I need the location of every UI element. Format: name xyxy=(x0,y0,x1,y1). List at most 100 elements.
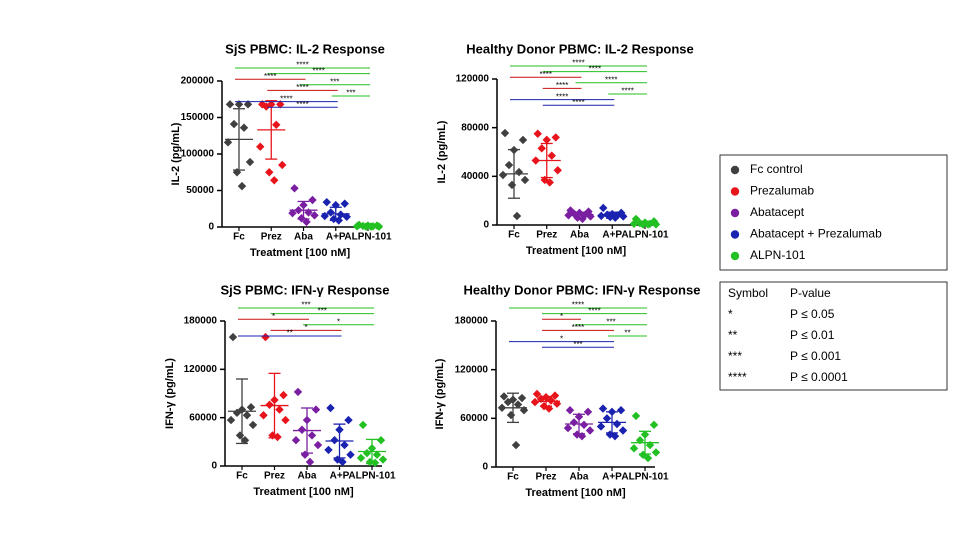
significance-label: * xyxy=(560,334,563,343)
data-point xyxy=(631,411,641,421)
data-point xyxy=(596,422,606,431)
data-point xyxy=(616,406,626,415)
x-axis-title: Treatment [100 nM] xyxy=(250,247,351,259)
y-tick-label: 0 xyxy=(483,220,489,231)
x-tick-label: ALPN-101 xyxy=(344,232,392,243)
data-point xyxy=(326,403,335,413)
legend-label: ALPN-101 xyxy=(750,248,806,262)
significance-label: **** xyxy=(572,301,584,310)
y-tick-label: 60000 xyxy=(460,413,488,424)
data-point xyxy=(281,415,290,425)
data-point xyxy=(256,142,265,151)
key-header: P-value xyxy=(790,286,831,300)
data-point xyxy=(290,184,299,193)
data-point xyxy=(346,450,355,459)
legend-label: Fc control xyxy=(750,162,803,176)
data-point xyxy=(340,199,349,208)
data-point xyxy=(223,138,233,147)
x-tick-label: Aba xyxy=(570,472,589,483)
legend-label: Prezalumab xyxy=(750,184,814,198)
data-point xyxy=(599,203,608,213)
data-point xyxy=(499,392,509,401)
significance-label: ** xyxy=(624,329,630,338)
y-tick-label: 120000 xyxy=(455,364,489,375)
data-point xyxy=(276,100,285,109)
data-point xyxy=(542,135,551,145)
data-point xyxy=(513,400,523,409)
significance-label: *** xyxy=(301,301,310,310)
y-tick-label: 100000 xyxy=(181,149,215,160)
significance-label: **** xyxy=(589,64,601,73)
y-tick-label: 120000 xyxy=(184,364,218,375)
data-point xyxy=(344,415,353,425)
x-tick-label: Fc xyxy=(508,230,520,241)
y-tick-label: 200000 xyxy=(181,76,215,87)
data-point xyxy=(610,431,620,441)
significance-label: **** xyxy=(572,98,584,107)
data-point xyxy=(643,453,653,463)
data-point xyxy=(342,212,351,221)
data-point xyxy=(376,436,386,445)
data-point xyxy=(545,178,554,187)
data-point xyxy=(225,100,235,109)
chart: Healthy Donor PBMC: IL-2 Response IL-2 (p… xyxy=(436,41,694,256)
significance-key-box xyxy=(719,281,948,391)
data-point xyxy=(629,444,639,453)
x-tick-label: Prez xyxy=(261,232,282,243)
data-point xyxy=(243,100,253,109)
x-tick-label: Prez xyxy=(264,471,285,482)
data-point xyxy=(518,135,528,145)
data-point xyxy=(598,404,608,413)
key-pvalue: P ≤ 0.05 xyxy=(790,307,835,321)
data-point xyxy=(228,332,238,342)
significance-label: **** xyxy=(296,61,308,70)
y-tick-label: 60000 xyxy=(189,412,217,423)
data-point xyxy=(602,414,612,423)
data-point xyxy=(517,393,527,403)
data-point xyxy=(305,457,315,467)
significance-label: ** xyxy=(287,329,293,338)
data-point xyxy=(563,423,573,433)
data-point xyxy=(512,211,522,221)
significance-label: **** xyxy=(296,100,308,109)
data-point xyxy=(503,397,513,407)
chart-title: Healthy Donor PBMC: IL-2 Response xyxy=(466,41,694,56)
data-point xyxy=(307,431,317,440)
data-point xyxy=(585,426,595,435)
data-point xyxy=(240,436,250,445)
significance-label: **** xyxy=(556,81,568,90)
data-point xyxy=(507,180,517,190)
data-point xyxy=(291,436,301,445)
data-point xyxy=(565,406,575,415)
x-tick-label: Fc xyxy=(236,471,248,482)
data-point xyxy=(330,436,339,445)
data-point xyxy=(500,128,510,138)
data-point xyxy=(372,450,382,459)
data-point xyxy=(248,420,258,430)
data-point xyxy=(322,197,331,207)
data-point xyxy=(618,426,628,435)
data-point xyxy=(278,160,287,170)
key-pvalue: P ≤ 0.0001 xyxy=(790,370,848,384)
legend-label: Abatacept + Prezalumab xyxy=(750,227,882,241)
data-point xyxy=(356,453,366,463)
data-point xyxy=(506,410,516,420)
chart-title: Healthy Donor PBMC: IFN-γ Response xyxy=(464,282,701,297)
data-point xyxy=(340,440,349,450)
x-tick-label: ALPN-101 xyxy=(348,471,396,482)
significance-label: *** xyxy=(346,89,355,98)
data-point xyxy=(579,420,589,430)
legend-box xyxy=(719,154,948,271)
x-axis-title: Treatment [100 nM] xyxy=(525,487,626,499)
legend-marker xyxy=(730,230,740,239)
data-point xyxy=(273,432,282,442)
data-point xyxy=(498,170,508,180)
data-point xyxy=(226,415,236,425)
data-point xyxy=(514,167,524,177)
y-tick-label: 50000 xyxy=(186,185,214,196)
x-axis-title: Treatment [100 nM] xyxy=(526,245,627,257)
significance-label: * xyxy=(560,312,563,321)
x-tick-label: A+P xyxy=(602,230,622,241)
y-tick-label: 80000 xyxy=(461,122,489,133)
data-point xyxy=(546,396,556,405)
